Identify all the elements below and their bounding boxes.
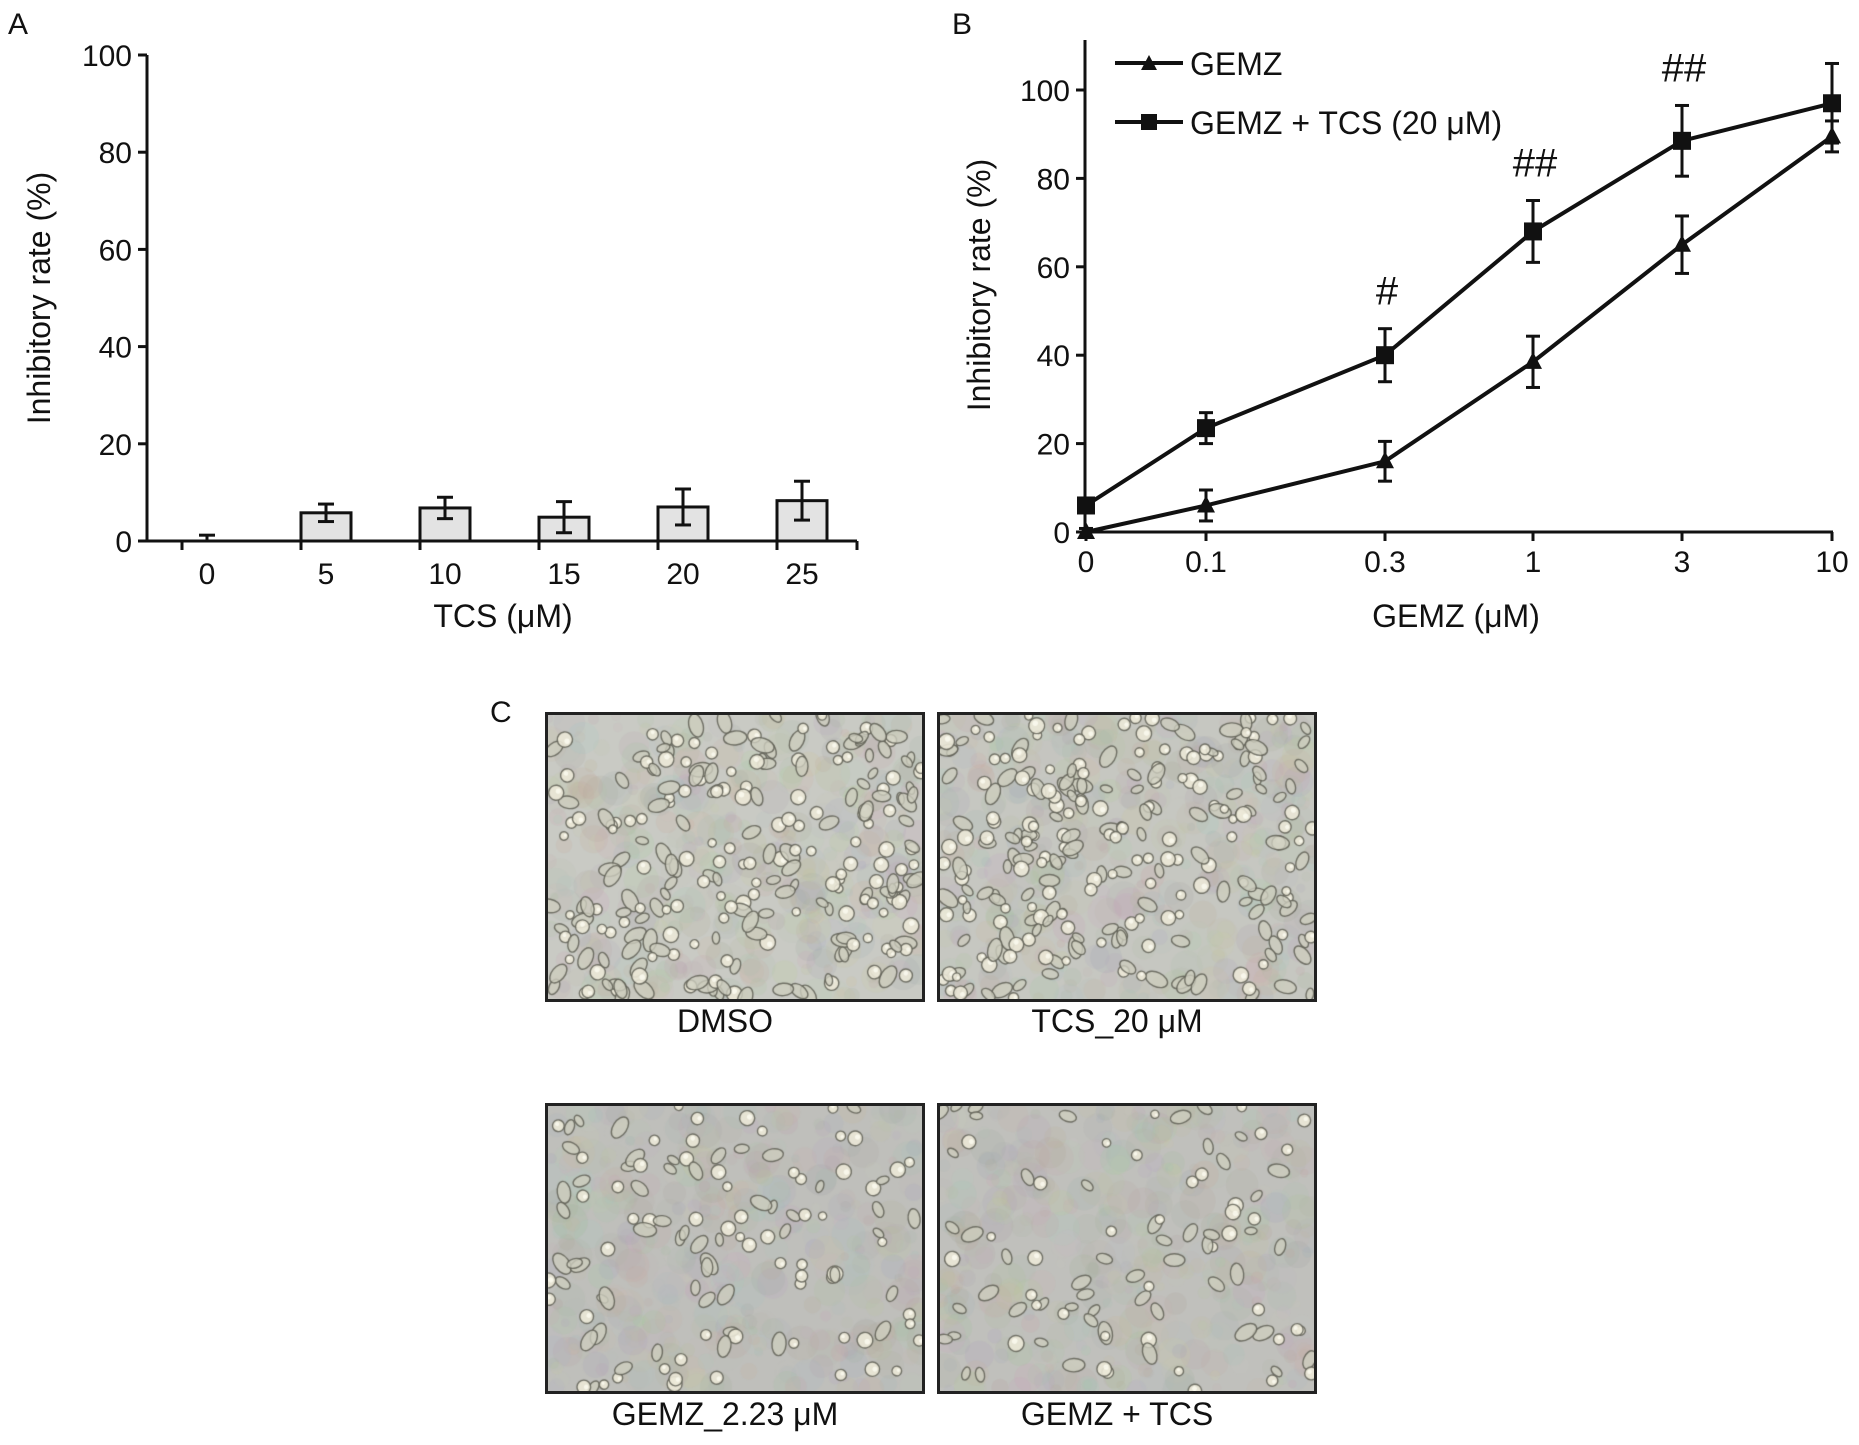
micrograph-gemz-tcs	[937, 1103, 1317, 1394]
chart-a-x-tick-label: 15	[547, 558, 580, 591]
micrograph-gemz	[545, 1103, 925, 1394]
chart-b-x-tick-label: 10	[1815, 546, 1848, 579]
chart-a-x-tick-label: 25	[785, 558, 818, 591]
micrograph-caption-gemz: GEMZ_2.23 μM	[612, 1396, 839, 1432]
chart-a-y-tick-label: 80	[99, 137, 132, 170]
chart-b-x-tick-label: 0.1	[1185, 546, 1227, 579]
chart-b-x-axis-label: GEMZ (μM)	[1372, 598, 1540, 634]
chart-b-marks: #####	[1077, 46, 1841, 539]
chart-a-x-ticks: 0 5 10 15 20 25	[180, 541, 859, 591]
chart-b-x-tick-label: 1	[1525, 546, 1542, 579]
chart-a-y-tick-label: 100	[82, 40, 132, 73]
chart-a-y-tick-label: 20	[99, 429, 132, 462]
panel-label-b: B	[952, 8, 972, 41]
chart-a-y-tick-label: 60	[99, 234, 132, 267]
chart-b-y-tick-label: 40	[1037, 340, 1070, 373]
micrograph-caption-gemz-tcs: GEMZ + TCS	[1021, 1396, 1213, 1432]
chart-b-x-tick-label: 0.3	[1364, 546, 1406, 579]
panel-label-c: C	[490, 696, 512, 729]
chart-b-y-ticks: 0 20 40 60 80 100	[1020, 75, 1085, 550]
chart-b-y-tick-label: 20	[1037, 429, 1070, 462]
chart-a: 0 20 40 60 80 100 0 5 10 15 20 25 TCS (μM) Inhibit…	[21, 40, 859, 634]
micrograph-caption-tcs: TCS_20 μM	[1031, 1003, 1202, 1039]
micrograph-tcs	[937, 712, 1317, 1002]
legend-label-gemz: GEMZ	[1190, 46, 1282, 82]
legend-marker-triangle	[1141, 55, 1157, 70]
data-point-triangle	[1524, 351, 1542, 369]
data-point-square	[1524, 222, 1542, 241]
series-line-gemz	[1085, 134, 1834, 534]
chart-b-x-ticks: 0 0.1 0.3 1 3 10	[1078, 532, 1849, 579]
chart-a-y-ticks: 0 20 40 60 80 100	[82, 40, 147, 559]
chart-b-y-tick-label: 100	[1020, 75, 1070, 108]
significance-mark: ##	[1662, 46, 1707, 90]
chart-b-y-tick-label: 0	[1053, 517, 1070, 550]
chart-a-x-tick-label: 5	[318, 558, 335, 591]
chart-b-legend: GEMZ GEMZ + TCS (20 μM)	[1115, 46, 1502, 141]
chart-b-y-tick-label: 80	[1037, 163, 1070, 196]
chart-a-x-tick-label: 0	[199, 558, 216, 591]
chart-b-y-tick-label: 60	[1037, 252, 1070, 285]
series-line-gemz-tcs	[1084, 101, 1833, 508]
chart-a-x-tick-label: 10	[428, 558, 461, 591]
micrograph-dmso	[545, 712, 925, 1002]
chart-a-y-axis-label: Inhibitory rate (%)	[21, 172, 57, 425]
chart-b-x-tick-label: 0	[1078, 546, 1095, 579]
significance-mark: ##	[1513, 142, 1558, 186]
data-point-square	[1823, 94, 1841, 113]
panel-label-a: A	[8, 8, 28, 41]
data-point-square	[1376, 346, 1394, 365]
data-point-triangle	[1197, 495, 1215, 513]
chart-a-x-axis-label: TCS (μM)	[433, 598, 572, 634]
chart-b-x-tick-label: 3	[1674, 546, 1691, 579]
chart-b-y-axis-label: Inhibitory rate (%)	[961, 159, 997, 412]
chart-a-x-tick-label: 20	[666, 558, 699, 591]
legend-label-gemz-tcs: GEMZ + TCS (20 μM)	[1190, 105, 1502, 141]
chart-a-y-tick-label: 40	[99, 332, 132, 365]
data-point-triangle	[1673, 234, 1691, 252]
significance-mark: #	[1376, 270, 1399, 314]
data-point-square	[1673, 131, 1691, 150]
chart-a-y-tick-label: 0	[115, 526, 132, 559]
data-point-square	[1197, 419, 1215, 438]
series-gemz-tcs	[1077, 61, 1841, 515]
legend-marker-square	[1141, 114, 1157, 130]
data-point-triangle	[1376, 451, 1394, 469]
micrograph-caption-dmso: DMSO	[677, 1003, 773, 1039]
